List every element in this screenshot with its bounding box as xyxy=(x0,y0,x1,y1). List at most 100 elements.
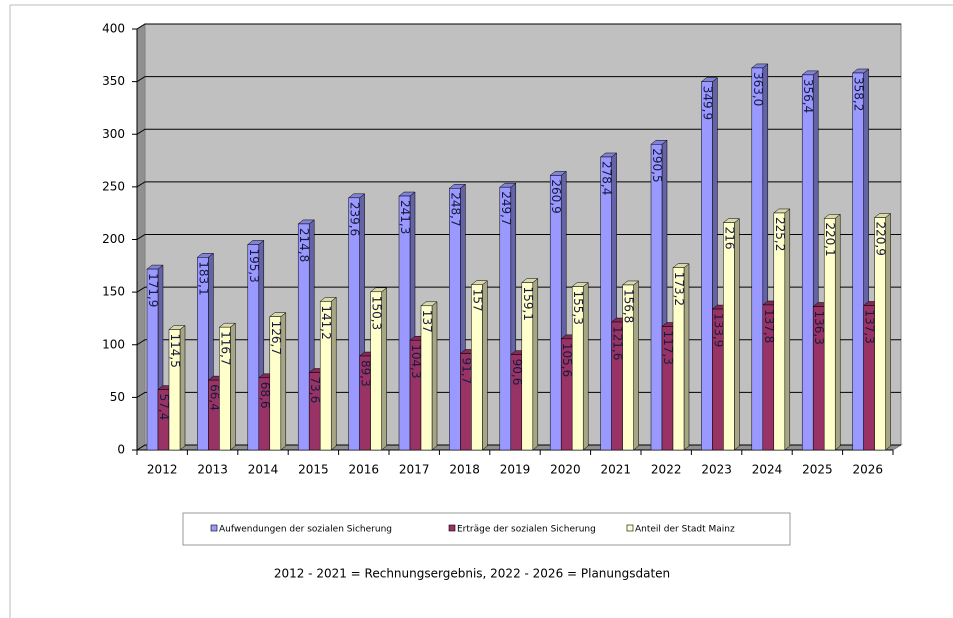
value-label: 249,7 xyxy=(499,191,513,225)
value-label: 195,3 xyxy=(247,248,261,282)
value-label: 159,1 xyxy=(521,287,535,321)
value-label: 141,2 xyxy=(319,305,333,339)
footnote: 2012 - 2021 = Rechnungsergebnis, 2022 - … xyxy=(274,567,670,581)
bar xyxy=(823,218,836,451)
y-tick-label: 200 xyxy=(102,232,125,246)
bar xyxy=(197,257,209,451)
value-label: 121,6 xyxy=(611,326,625,360)
bar xyxy=(622,284,634,451)
x-tick-label: 2016 xyxy=(349,463,380,477)
value-label: 68,6 xyxy=(258,382,272,409)
y-tick-label: 150 xyxy=(102,285,125,299)
bar xyxy=(751,67,764,451)
grid-line xyxy=(136,339,901,346)
value-label: 136,3 xyxy=(812,311,826,345)
value-label: 117,3 xyxy=(661,331,675,365)
y-tick-label: 400 xyxy=(102,22,125,36)
x-tick-label: 2014 xyxy=(248,463,279,477)
value-label: 248,7 xyxy=(448,192,462,226)
bar xyxy=(650,143,663,451)
value-label: 105,6 xyxy=(560,343,574,377)
value-label: 73,6 xyxy=(308,377,322,404)
value-label: 171,9 xyxy=(146,273,160,307)
value-label: 290,5 xyxy=(650,148,664,182)
bar xyxy=(549,175,562,451)
value-label: 156,8 xyxy=(622,289,636,323)
value-label: 220,9 xyxy=(874,222,888,256)
x-tick-label: 2026 xyxy=(853,463,884,477)
legend-swatch xyxy=(448,524,456,532)
grid-line xyxy=(136,286,901,293)
value-label: 363,0 xyxy=(751,72,765,106)
bar xyxy=(247,244,260,451)
grid-line xyxy=(136,444,901,451)
value-label: 356,4 xyxy=(801,79,815,113)
value-label: 155,3 xyxy=(571,291,585,325)
grid-line xyxy=(136,181,901,188)
value-label: 214,8 xyxy=(297,228,311,262)
value-label: 239,6 xyxy=(348,202,362,236)
legend-box xyxy=(182,512,791,546)
grid-line xyxy=(136,128,901,135)
x-tick-label: 2020 xyxy=(550,463,581,477)
y-tick-label: 0 xyxy=(117,443,125,457)
value-label: 89,3 xyxy=(359,360,373,387)
value-label: 90,6 xyxy=(510,359,524,386)
bar xyxy=(219,326,231,451)
value-label: 173,2 xyxy=(672,272,686,306)
bar xyxy=(701,81,713,451)
legend-label: Erträge der sozialen Sicherung xyxy=(457,525,596,535)
value-label: 260,9 xyxy=(549,179,563,213)
value-label: 91,7 xyxy=(459,357,473,384)
value-label: 220,1 xyxy=(823,222,837,256)
x-tick-label: 2023 xyxy=(701,463,732,477)
x-tick-label: 2013 xyxy=(197,463,228,477)
value-label: 241,3 xyxy=(398,200,412,234)
legend-swatch xyxy=(210,524,218,532)
value-label: 183,1 xyxy=(196,261,210,295)
bar xyxy=(370,291,382,451)
y-tick-label: 50 xyxy=(110,390,125,404)
value-label: 137,8 xyxy=(762,309,776,343)
x-tick-label: 2019 xyxy=(500,463,531,477)
value-label: 66,4 xyxy=(207,384,221,411)
bar xyxy=(723,222,735,451)
value-label: 137,3 xyxy=(863,309,877,343)
y-tick-label: 300 xyxy=(102,127,125,141)
value-label: 57,4 xyxy=(157,394,171,421)
bar xyxy=(499,186,512,451)
bar xyxy=(773,212,786,451)
bar xyxy=(146,268,159,451)
bar xyxy=(852,72,864,451)
y-tick-label: 250 xyxy=(102,179,125,193)
bar xyxy=(297,223,310,451)
bar xyxy=(420,305,433,451)
value-label: 104,3 xyxy=(409,344,423,378)
x-tick-label: 2018 xyxy=(449,463,480,477)
value-label: 133,9 xyxy=(711,313,725,347)
bar xyxy=(672,267,685,451)
value-label: 216 xyxy=(722,227,736,250)
bar xyxy=(348,197,360,451)
bar xyxy=(874,217,886,451)
legend-label: Aufwendungen der sozialen Sicherung xyxy=(219,525,392,535)
value-label: 114,5 xyxy=(168,333,182,367)
value-label: 116,7 xyxy=(218,331,232,365)
y-tick-label: 100 xyxy=(102,337,125,351)
value-label: 225,2 xyxy=(773,217,787,251)
bar-side xyxy=(734,218,740,451)
x-tick-label: 2022 xyxy=(651,463,682,477)
value-label: 157 xyxy=(470,289,484,312)
grid-line xyxy=(136,391,901,398)
value-label: 278,4 xyxy=(600,161,614,195)
grid-line xyxy=(136,76,901,83)
legend-swatch xyxy=(626,524,634,532)
bar xyxy=(521,282,534,451)
x-tick-label: 2021 xyxy=(601,463,632,477)
bar xyxy=(471,284,483,451)
bar xyxy=(801,74,814,451)
value-label: 150,3 xyxy=(370,296,384,330)
bar xyxy=(398,195,411,451)
y-tick-label: 350 xyxy=(102,74,125,88)
